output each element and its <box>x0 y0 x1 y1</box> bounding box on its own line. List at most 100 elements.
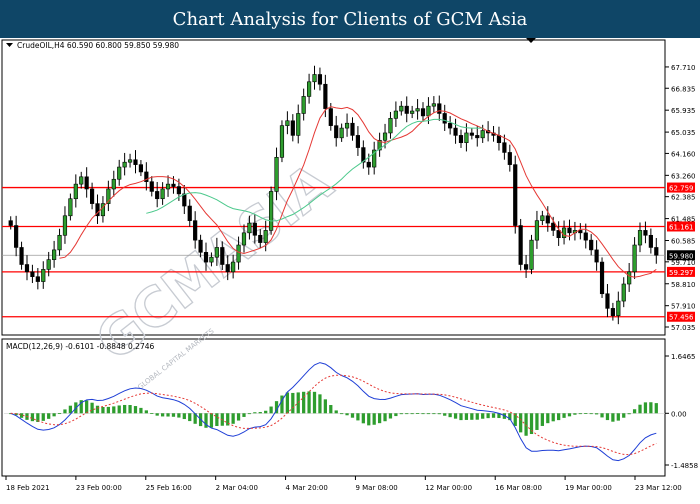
level-label: 61.161 <box>669 223 694 231</box>
candle <box>589 234 594 256</box>
macd-histogram-bar <box>399 413 403 415</box>
macd-histogram-bar <box>508 413 512 421</box>
x-tick-label: 23 Feb 00:00 <box>76 484 122 492</box>
candle <box>627 262 632 292</box>
candle <box>458 129 464 148</box>
price-panel-header: CrudeOIL,H4 60.590 60.800 59.850 59.980 <box>17 41 179 50</box>
candle-body <box>95 203 100 217</box>
candle <box>279 120 285 163</box>
candle-body <box>632 244 637 273</box>
candle-body <box>117 166 122 180</box>
candle <box>160 182 165 205</box>
candle <box>24 255 30 281</box>
macd-histogram-bar <box>340 413 344 415</box>
candle-body <box>176 186 181 195</box>
macd-histogram-bar <box>356 413 360 421</box>
candle <box>214 237 219 266</box>
candle <box>203 242 209 271</box>
candle <box>231 254 236 279</box>
candle <box>344 113 350 137</box>
candle <box>89 182 95 210</box>
macd-histogram-bar <box>443 413 447 416</box>
candle-body <box>654 247 659 256</box>
candle-body <box>496 135 502 144</box>
macd-histogram-bar <box>36 413 40 422</box>
candle-body <box>621 283 626 302</box>
macd-histogram-bar <box>654 403 658 414</box>
current-price-label: 59.980 <box>669 252 694 260</box>
candle <box>382 123 388 149</box>
candle <box>285 111 290 135</box>
candle-body <box>263 230 268 243</box>
macd-histogram-bar <box>258 412 262 414</box>
macd-histogram-bar <box>264 410 268 414</box>
candle <box>8 216 13 230</box>
macd-histogram-bar <box>345 413 349 416</box>
macd-histogram-bar <box>372 413 376 425</box>
candle <box>106 180 111 212</box>
candle <box>35 268 40 290</box>
macd-histogram-bar <box>594 413 599 415</box>
candle <box>648 228 653 254</box>
macd-histogram-bar <box>101 407 105 414</box>
candle-body <box>366 161 371 168</box>
candle <box>312 65 317 90</box>
candle <box>334 115 339 147</box>
macd-histogram-bar <box>432 413 436 415</box>
candle <box>138 160 144 177</box>
candle <box>187 199 192 227</box>
macd-histogram-bar <box>253 412 257 414</box>
macd-histogram-bar <box>388 413 393 419</box>
candle-body <box>193 220 198 241</box>
candle <box>241 224 247 253</box>
candle-body <box>323 83 328 109</box>
macd-histogram-bar <box>280 395 284 414</box>
macd-histogram-bar <box>584 413 588 414</box>
candle <box>339 123 344 142</box>
candle <box>269 186 274 235</box>
macd-histogram-bar <box>68 405 73 414</box>
candle-body <box>442 113 447 124</box>
macd-histogram-bar <box>486 413 490 419</box>
candle-body <box>410 110 415 114</box>
macd-histogram-bar <box>437 413 441 415</box>
macd-histogram-bar <box>410 413 414 415</box>
macd-histogram-bar <box>334 410 338 414</box>
candle <box>306 73 312 104</box>
candle <box>328 102 333 131</box>
candle <box>296 104 301 144</box>
candle-body <box>312 74 317 83</box>
candle <box>545 206 550 232</box>
chart-canvas[interactable]: GCMASIA GLOBAL CAPITAL MARKETS 67.71066.… <box>0 38 700 500</box>
candle-body <box>448 122 453 129</box>
x-tick-label: 19 Mar 00:00 <box>565 484 612 492</box>
candle-body <box>133 159 138 165</box>
candle-body <box>344 122 350 129</box>
candle-body <box>241 232 247 246</box>
macd-histogram-bar <box>274 401 279 414</box>
y-tick-label: 67.710 <box>671 64 696 72</box>
macd-histogram-bar <box>296 392 300 414</box>
candle <box>637 222 643 253</box>
candle-body <box>420 108 426 117</box>
candle <box>220 241 225 271</box>
candle-body <box>464 132 469 144</box>
candle <box>19 241 24 270</box>
candle-body <box>556 230 561 239</box>
x-tick-label: 2 Mar 04:00 <box>216 484 258 492</box>
macd-histogram-bar <box>551 413 555 422</box>
candle-body <box>296 113 301 136</box>
macd-histogram-bar <box>242 413 246 417</box>
y-tick-label: 62.385 <box>671 194 696 202</box>
macd-histogram-bar <box>85 400 89 414</box>
candle <box>301 88 306 121</box>
candle <box>122 152 127 176</box>
candle-body <box>274 157 279 192</box>
candle-body <box>52 249 57 260</box>
macd-histogram-bar <box>166 413 170 417</box>
candle <box>507 144 512 172</box>
macd-histogram-bar <box>622 413 626 418</box>
candle <box>529 234 534 275</box>
ma-fast-line <box>59 106 657 278</box>
y-tick-label: 60.585 <box>671 238 696 246</box>
